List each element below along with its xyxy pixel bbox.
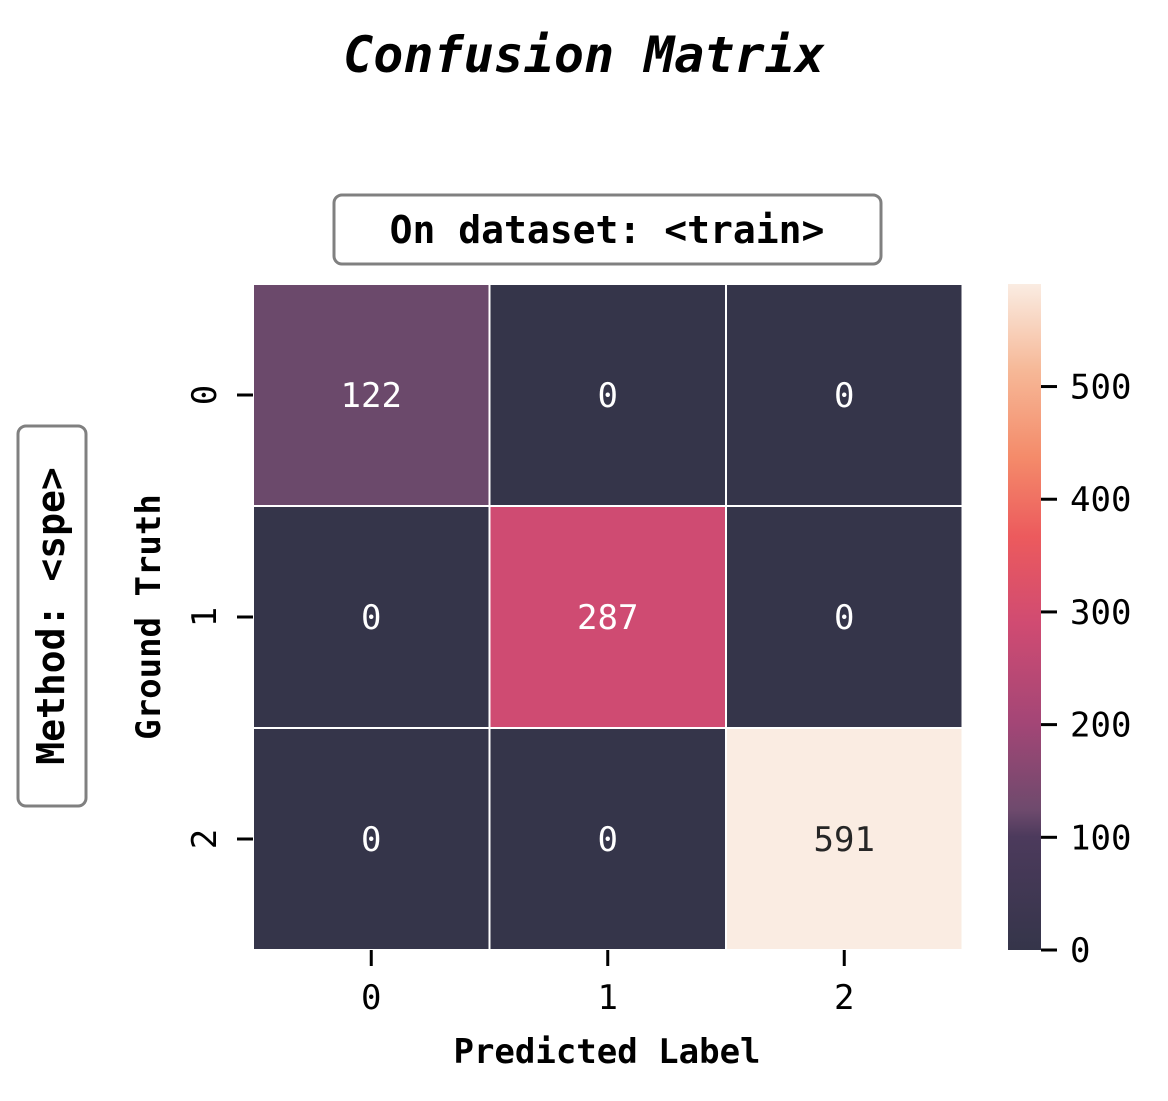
colorbar-tick-label: 400	[1070, 480, 1131, 520]
subtitle: On dataset: <train>	[390, 208, 825, 252]
colorbar-tick-label: 0	[1070, 931, 1090, 971]
heatmap-cell	[488, 505, 727, 729]
cell-value: 0	[834, 376, 854, 416]
colorbar-ticks: 0 100 200 300 400 500	[1041, 368, 1131, 971]
colorbar-tick-label: 200	[1070, 706, 1131, 746]
colorbar-tick-label: 500	[1070, 368, 1131, 408]
x-axis-label: Predicted Label	[453, 1032, 760, 1072]
heatmap-cell	[252, 505, 491, 729]
subtitle-box: On dataset: <train>	[332, 193, 883, 266]
y-tick-label: 0	[185, 385, 225, 405]
heatmap-cells	[252, 283, 964, 951]
x-tick-label: 2	[834, 978, 854, 1018]
colorbar-tick-label: 100	[1070, 818, 1131, 858]
x-axis: 0 1 2	[361, 950, 854, 1018]
x-tick-label: 0	[361, 978, 381, 1018]
heatmap-cell	[725, 505, 964, 729]
y-axis: 0 1 2	[185, 385, 253, 849]
heatmap-cell	[725, 283, 964, 507]
cell-value: 0	[361, 598, 381, 638]
cell-value: 287	[577, 598, 638, 638]
y-axis-label: Ground Truth	[129, 494, 169, 740]
cell-value: 0	[598, 820, 618, 860]
heatmap-cell	[488, 727, 727, 951]
cell-value: 0	[361, 820, 381, 860]
cell-value: 0	[598, 376, 618, 416]
colorbar	[1008, 284, 1041, 950]
chart-title: Confusion Matrix	[343, 26, 825, 84]
colorbar-tick-label: 300	[1070, 593, 1131, 633]
y-tick-label: 2	[185, 829, 225, 849]
side-label-box: Method: <spe>	[16, 424, 88, 808]
heatmap-cell	[252, 727, 491, 951]
method-label: Method: <spe>	[29, 467, 73, 764]
y-tick-label: 1	[185, 607, 225, 627]
cell-value: 0	[834, 598, 854, 638]
cell-value: 122	[341, 376, 402, 416]
cell-value: 591	[814, 820, 875, 860]
cell-labels: 122 0 0 0 287 0 0 0 591	[341, 376, 875, 860]
x-tick-label: 1	[598, 978, 618, 1018]
